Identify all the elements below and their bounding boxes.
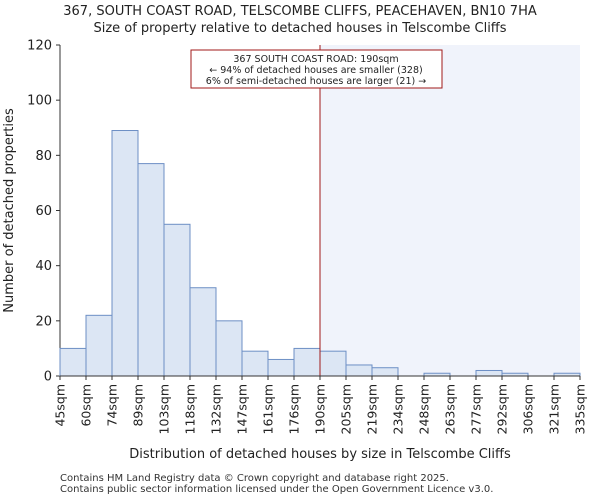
y-tick-label: 60 (35, 204, 52, 219)
x-tick-label: 60sqm (79, 384, 94, 427)
bar-277sqm (475, 369, 503, 377)
y-tick-label: 100 (27, 94, 52, 109)
larger-houses-region (320, 45, 580, 376)
y-tick-label: 40 (35, 259, 52, 274)
y-tick-label: 120 (27, 39, 52, 54)
bar-161sqm (267, 358, 295, 377)
annotation-line-1: 367 SOUTH COAST ROAD: 190sqm (233, 54, 398, 65)
x-tick-label: 321sqm (547, 384, 562, 434)
x-tick-label: 277sqm (469, 384, 484, 434)
y-tick-label: 20 (35, 314, 52, 329)
x-tick-label: 176sqm (287, 384, 302, 434)
x-tick-label: 89sqm (131, 384, 146, 427)
bar-205sqm (345, 364, 373, 377)
chart-subtitle: Size of property relative to detached ho… (93, 21, 507, 36)
x-tick-label: 306sqm (521, 384, 536, 434)
x-axis-label: Distribution of detached houses by size … (129, 447, 511, 462)
annotation-box: 367 SOUTH COAST ROAD: 190sqm ← 94% of de… (190, 49, 443, 89)
x-tick-label: 161sqm (261, 384, 276, 434)
x-tick-label: 248sqm (417, 384, 432, 434)
y-tick-label: 0 (44, 370, 52, 385)
x-axis: 45sqm 60sqm 74sqm 89sqm 103sqm 118sqm 132sqm 14… (53, 375, 588, 434)
x-tick-label: 292sqm (495, 384, 510, 434)
y-tick-label: 80 (35, 149, 52, 164)
chart-title: 367, SOUTH COAST ROAD, TELSCOMBE CLIFFS,… (63, 4, 537, 19)
bar-89sqm (137, 163, 165, 377)
footer-licence: Contains public sector information licen… (60, 484, 494, 495)
bar-219sqm (371, 367, 399, 377)
x-tick-label: 74sqm (105, 384, 120, 427)
annotation-line-2: ← 94% of detached houses are smaller (32… (209, 65, 422, 76)
bar-176sqm (293, 347, 321, 377)
bar-60sqm (85, 314, 113, 377)
bar-147sqm (241, 350, 269, 377)
x-tick-label: 335sqm (573, 384, 588, 434)
bar-118sqm (189, 287, 217, 377)
bar-103sqm (163, 223, 191, 377)
y-axis: 0 20 40 60 80 100 120 (27, 39, 61, 385)
x-tick-label: 190sqm (313, 384, 328, 434)
x-tick-label: 118sqm (183, 384, 198, 434)
x-tick-label: 45sqm (53, 384, 68, 427)
x-tick-label: 234sqm (391, 384, 406, 434)
y-axis-label: Number of detached properties (2, 108, 17, 313)
bar-74sqm (111, 130, 139, 377)
bar-45sqm (59, 347, 87, 377)
x-tick-label: 205sqm (339, 384, 354, 434)
x-tick-label: 263sqm (443, 384, 458, 434)
annotation-line-3: 6% of semi-detached houses are larger (2… (206, 76, 426, 87)
x-tick-label: 147sqm (235, 384, 250, 434)
footer-copyright: Contains HM Land Registry data © Crown c… (60, 473, 449, 484)
bar-132sqm (215, 320, 243, 377)
x-tick-label: 219sqm (365, 384, 380, 434)
x-tick-label: 132sqm (209, 384, 224, 434)
bars (59, 130, 581, 377)
x-tick-label: 103sqm (157, 384, 172, 434)
bar-190sqm (319, 350, 347, 377)
